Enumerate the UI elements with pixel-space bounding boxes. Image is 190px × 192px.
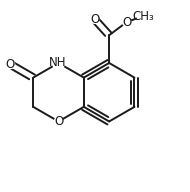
Text: O: O xyxy=(6,58,15,71)
Circle shape xyxy=(54,117,63,126)
Text: O: O xyxy=(122,16,131,29)
Text: O: O xyxy=(90,13,99,26)
Text: CH₃: CH₃ xyxy=(132,10,154,23)
Text: NH: NH xyxy=(49,56,66,70)
Text: O: O xyxy=(54,115,63,128)
Circle shape xyxy=(90,15,99,23)
Circle shape xyxy=(6,60,15,69)
Circle shape xyxy=(52,57,65,69)
Circle shape xyxy=(123,18,131,26)
Circle shape xyxy=(137,11,148,22)
